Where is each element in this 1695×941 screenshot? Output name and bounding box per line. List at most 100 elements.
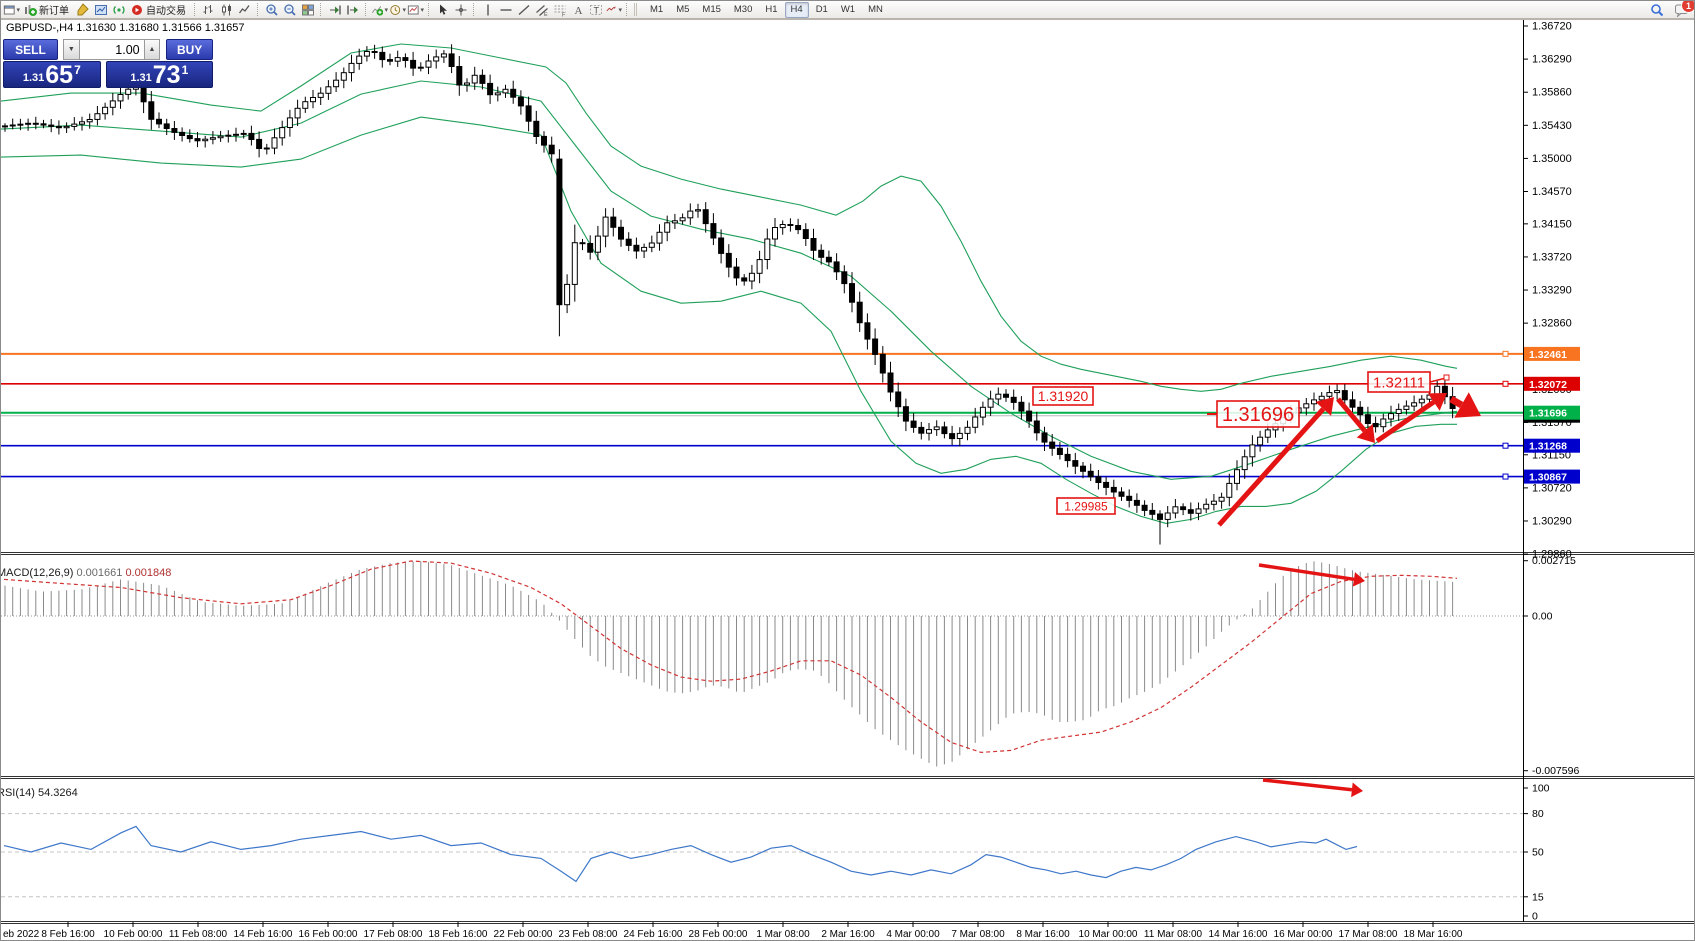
zoom-out-icon[interactable] [281, 2, 298, 17]
date-label: 22 Feb 00:00 [494, 929, 553, 940]
date-label: 7 Mar 08:00 [951, 929, 1005, 940]
bid-price[interactable]: 1.31 65 7 [3, 61, 101, 88]
add-indicator-icon[interactable]: ▾ [371, 2, 388, 17]
arrows-icon[interactable]: ▾ [605, 2, 622, 17]
timeframe-d1-button[interactable]: D1 [815, 4, 828, 15]
chevron-down-icon: ▾ [420, 6, 424, 14]
chevron-down-icon: ▾ [16, 6, 20, 14]
macd-scale-label: 0.002715 [1532, 555, 1576, 567]
timeframe-m30-button[interactable]: M30 [733, 4, 753, 15]
new-order-button[interactable]: 新订单 [21, 2, 73, 17]
cursor-icon[interactable] [434, 2, 451, 17]
autotrading-button[interactable]: 自动交易 [128, 2, 190, 17]
volume-decrease-button[interactable]: ▼ [63, 39, 80, 60]
timeframe-m15-button[interactable]: M15 [702, 4, 721, 15]
auto-scroll-icon[interactable] [326, 2, 343, 17]
svg-text:1.32461: 1.32461 [1529, 349, 1567, 361]
ask-price-figure: 1.31 [130, 72, 152, 84]
date-label: 17 Mar 08:00 [1339, 929, 1398, 940]
svg-text:A: A [574, 5, 582, 17]
timeframe-m5-button[interactable]: M5 [676, 4, 690, 15]
charts-window-icon[interactable]: ▾ [3, 2, 20, 17]
sell-button[interactable]: SELL [3, 39, 58, 60]
candlestick-mode-icon[interactable] [218, 2, 235, 17]
volume-increase-button[interactable]: ▲ [143, 39, 161, 60]
bollinger-upper-band [1, 43, 1458, 392]
signals-icon[interactable] [110, 2, 127, 17]
bollinger-lower-band [1, 116, 1457, 524]
metaeditor-icon[interactable] [74, 2, 91, 17]
price-tick: 1.30290 [1532, 515, 1572, 527]
date-label: 14 Mar 16:00 [1209, 929, 1268, 940]
svg-text:E: E [544, 12, 548, 17]
svg-text:1.29985: 1.29985 [1064, 499, 1108, 513]
timeframe-h4-button[interactable]: H4 [784, 1, 809, 18]
volume-input[interactable] [79, 39, 144, 60]
axis-price-label: 1.32461 [1524, 346, 1580, 361]
timeframe-m1-button[interactable]: M1 [650, 4, 664, 15]
svg-text:F: F [562, 12, 566, 17]
trend-arrow [1262, 778, 1363, 798]
svg-text:1.32072: 1.32072 [1529, 379, 1567, 391]
price-tick: 1.32860 [1532, 318, 1572, 330]
date-label: 2 Mar 16:00 [821, 929, 875, 940]
trend-arrow [1258, 563, 1365, 587]
axis-price-label: 1.32072 [1524, 376, 1580, 391]
chevron-down-icon: ▾ [618, 6, 622, 14]
ask-price[interactable]: 1.31 73 1 [105, 61, 213, 88]
line-chart-mode-icon[interactable] [236, 2, 253, 17]
trend-arrow [1217, 397, 1334, 527]
axis-price-label: 1.30867 [1524, 469, 1580, 484]
bar-chart-mode-icon[interactable] [200, 2, 217, 17]
strategy-tester-icon[interactable] [92, 2, 109, 17]
chart-shift-icon[interactable] [344, 2, 361, 17]
timeframe-mn-button[interactable]: MN [868, 4, 883, 15]
macd-scale-label: 0.00 [1532, 611, 1553, 623]
date-label: 11 Mar 08:00 [1144, 929, 1203, 940]
equidistant-channel-icon[interactable]: E [533, 2, 550, 17]
date-label: 28 Feb 00:00 [689, 929, 748, 940]
buy-button[interactable]: BUY [166, 39, 214, 60]
trendline-icon[interactable] [515, 2, 532, 17]
horizontal-line-icon[interactable] [497, 2, 514, 17]
svg-text:1.31268: 1.31268 [1529, 441, 1567, 453]
trend-arrow [1375, 393, 1447, 444]
macd-signal-line [3, 560, 1458, 754]
tile-windows-icon[interactable] [299, 2, 316, 17]
bid-price-figure: 1.31 [22, 72, 45, 84]
price-annotation: 1.31696 [1207, 400, 1300, 428]
date-label: eb 2022 [3, 929, 40, 940]
toolbar-separator [365, 3, 367, 16]
vertical-line-icon[interactable] [479, 2, 496, 17]
crosshair-icon[interactable] [452, 2, 469, 17]
toolbar-grip [634, 3, 641, 16]
text-label-icon[interactable]: T [587, 2, 604, 17]
bid-price-pip: 7 [74, 63, 81, 77]
date-label: 18 Feb 16:00 [429, 929, 488, 940]
search-icon[interactable] [1648, 2, 1665, 17]
timeframe-w1-button[interactable]: W1 [840, 4, 856, 15]
price-tick: 1.29860 [1532, 549, 1572, 561]
price-tick: 1.34150 [1532, 218, 1572, 230]
templates-icon[interactable]: ▾ [407, 2, 424, 17]
svg-text:1.31920: 1.31920 [1038, 388, 1089, 404]
chevron-down-icon: ▾ [402, 6, 406, 14]
price-tick: 1.35430 [1532, 120, 1572, 132]
date-label: 16 Feb 00:00 [299, 929, 358, 940]
rsi-scale-label: 15 [1532, 891, 1544, 903]
bid-price-big: 65 [45, 61, 74, 89]
fibonacci-icon[interactable]: F [551, 2, 568, 17]
date-label: 14 Feb 16:00 [234, 929, 293, 940]
price-tick: 1.35860 [1532, 87, 1572, 99]
periods-icon[interactable]: ▾ [389, 2, 406, 17]
rsi-scale-label: 80 [1532, 808, 1544, 820]
notifications-icon[interactable]: 1 [1673, 1, 1694, 17]
timeframe-h1-button[interactable]: H1 [765, 4, 778, 15]
rsi-indicator-label: RSI(14) 54.3264 [1, 787, 78, 799]
chevron-down-icon: ▾ [384, 6, 388, 14]
text-icon[interactable]: A [569, 2, 586, 17]
candlesticks [2, 44, 1456, 545]
zoom-in-icon[interactable] [263, 2, 280, 17]
